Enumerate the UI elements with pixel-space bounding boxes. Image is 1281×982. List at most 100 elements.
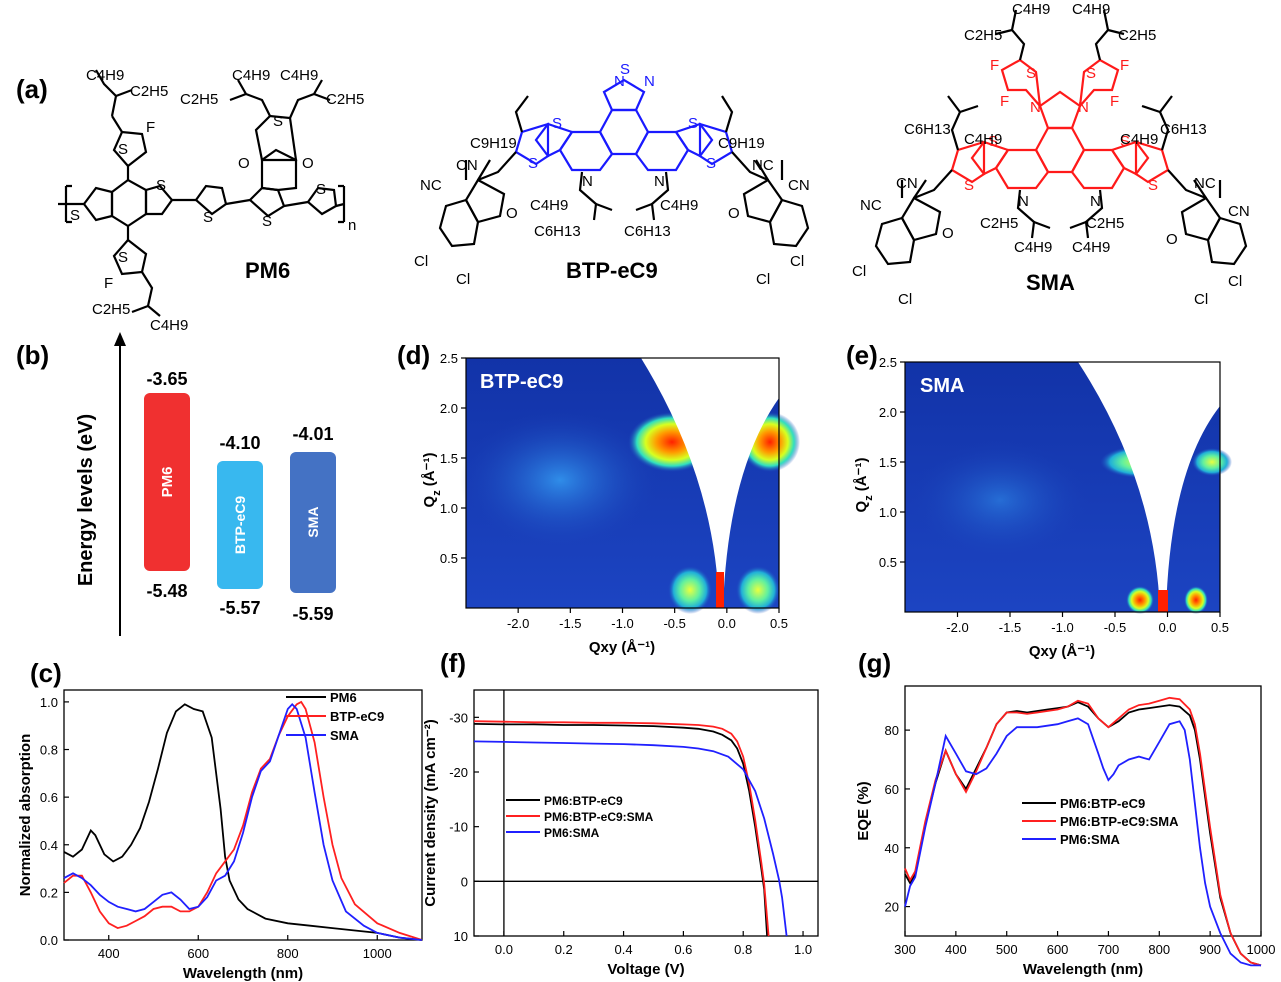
svg-text:C9H19: C9H19 <box>470 135 517 152</box>
eqe-chart: 300 400 500 600 700 800 900 1000 20 40 60 80 PM6:BTP… <box>855 685 1276 978</box>
giwaxs-xtick-label: 0.5 <box>1211 620 1229 635</box>
svg-text:C2H5: C2H5 <box>1086 215 1124 232</box>
xtick-label: 400 <box>945 942 967 957</box>
bar-btp-ec9-label: BTP-eC9 <box>232 496 248 555</box>
giwaxs-ytick-label: 1.5 <box>879 455 897 470</box>
giwaxs-ytick-label: 1.0 <box>879 505 897 520</box>
btp-name: BTP-eC9 <box>566 258 658 283</box>
ytick-label: 0.6 <box>40 790 58 805</box>
xtick-label: 0.6 <box>674 942 692 957</box>
legend-label-2: SMA <box>330 728 360 743</box>
giwaxs-xtick-label: -0.5 <box>1104 620 1126 635</box>
giwaxs-ytick-label: 1.0 <box>440 501 458 516</box>
svg-text:S: S <box>203 209 213 226</box>
svg-text:O: O <box>238 155 250 172</box>
svg-text:O: O <box>506 205 518 222</box>
energy-axis-arrow <box>114 332 126 346</box>
energy-axis-label: Energy levels (eV) <box>75 414 97 586</box>
svg-text:C2H5: C2H5 <box>180 91 218 108</box>
svg-text:F: F <box>1000 93 1009 110</box>
svg-text:N: N <box>1090 193 1101 210</box>
ytick-label: 10 <box>454 929 468 944</box>
giwaxs-ytick-label: 1.5 <box>440 451 458 466</box>
svg-text:N: N <box>1018 193 1029 210</box>
giwaxs-xtick-label: -0.5 <box>663 616 685 631</box>
svg-text:C6H13: C6H13 <box>624 223 671 240</box>
ytick-label: 0 <box>461 874 468 889</box>
svg-text:N: N <box>644 73 655 90</box>
svg-text:C4H9: C4H9 <box>1120 131 1158 148</box>
svg-text:S: S <box>688 115 698 132</box>
ytick-label: 20 <box>885 900 899 915</box>
sma-lumo: -4.01 <box>292 424 333 444</box>
svg-text:C2H5: C2H5 <box>964 27 1002 44</box>
ytick-label: 60 <box>885 782 899 797</box>
svg-text:S: S <box>988 133 998 150</box>
ytick-label: 40 <box>885 841 899 856</box>
xtick-label: 300 <box>894 942 916 957</box>
bar-pm6-label: PM6 <box>159 467 176 498</box>
giwaxs-xtick-label: -1.5 <box>559 616 581 631</box>
plot-frame <box>63 689 423 941</box>
svg-text:S: S <box>620 61 630 78</box>
panel-label-g: (g) <box>858 648 891 678</box>
y-axis-label: EQE (%) <box>855 781 872 840</box>
svg-text:C2H5: C2H5 <box>1118 27 1156 44</box>
pm6-homo: -5.48 <box>146 581 187 601</box>
svg-text:S: S <box>156 177 166 194</box>
xtick-label: 1000 <box>363 946 392 961</box>
series-line-2 <box>904 717 1261 967</box>
giwaxs-btp-missing-wedge <box>641 358 779 608</box>
svg-text:Cl: Cl <box>1228 273 1242 290</box>
svg-text:Cl: Cl <box>790 253 804 270</box>
bar-btp-ec9 <box>217 461 263 589</box>
svg-text:C4H9: C4H9 <box>530 197 568 214</box>
xtick-label: 1.0 <box>794 942 812 957</box>
xtick-label: 800 <box>1148 942 1170 957</box>
ytick-label: -10 <box>449 820 468 835</box>
xtick-label: 0.8 <box>734 942 752 957</box>
svg-text:C2H5: C2H5 <box>326 91 364 108</box>
giwaxs-ytick-label: 2.5 <box>879 355 897 370</box>
giwaxs-btp-xlabel: Qxy (Å⁻¹) <box>589 639 655 656</box>
svg-text:C4H9: C4H9 <box>1012 1 1050 18</box>
series-line-2 <box>63 702 423 941</box>
svg-text:N: N <box>1078 99 1089 116</box>
giwaxs-ytick-label: 2.5 <box>440 351 458 366</box>
legend-label-1: PM6:BTP-eC9:SMA <box>544 810 654 824</box>
svg-text:S: S <box>316 181 326 198</box>
xtick-label: 1000 <box>1247 942 1276 957</box>
svg-text:CN: CN <box>456 157 478 174</box>
svg-text:C4H9: C4H9 <box>232 67 270 84</box>
svg-text:S: S <box>1026 65 1036 82</box>
svg-text:NC: NC <box>752 157 774 174</box>
ytick-label: 0.8 <box>40 743 58 758</box>
legend-label-2: PM6:SMA <box>544 826 600 840</box>
svg-text:CN: CN <box>1228 203 1250 220</box>
sma-structure <box>874 9 1248 266</box>
svg-text:Cl: Cl <box>756 271 770 288</box>
svg-text:C4H9: C4H9 <box>280 67 318 84</box>
sma-atom-labels: N N S S F F F F S S S S N N C4H9 C2H5 C4… <box>852 1 1250 308</box>
giwaxs-ytick-label: 2.0 <box>879 405 897 420</box>
giwaxs-ytick-label: 0.5 <box>879 555 897 570</box>
series-line-1 <box>904 696 1262 967</box>
panel-label-c: (c) <box>30 658 62 688</box>
svg-text:NC: NC <box>860 197 882 214</box>
giwaxs-btp: BTP-eC9 -2.0 -1.5 -1.0 -0.5 0.0 0.5 0.5 1.0 1.5 2… <box>421 351 800 656</box>
giwaxs-xtick-label: -2.0 <box>946 620 968 635</box>
svg-text:C6H13: C6H13 <box>534 223 581 240</box>
xtick-label: 800 <box>277 946 299 961</box>
svg-text:C2H5: C2H5 <box>130 83 168 100</box>
svg-text:Cl: Cl <box>414 253 428 270</box>
svg-text:C4H9: C4H9 <box>1072 239 1110 256</box>
panel-label-d: (d) <box>397 340 430 370</box>
bar-sma <box>290 452 336 593</box>
series-line-0 <box>473 723 768 937</box>
giwaxs-sma-xlabel: Qxy (Å⁻¹) <box>1029 643 1095 660</box>
ytick-label: 0.2 <box>40 885 58 900</box>
svg-text:S: S <box>528 155 538 172</box>
svg-text:C4H9: C4H9 <box>660 197 698 214</box>
xtick-label: 0.0 <box>495 942 513 957</box>
legend-label-0: PM6:BTP-eC9 <box>1060 796 1145 811</box>
